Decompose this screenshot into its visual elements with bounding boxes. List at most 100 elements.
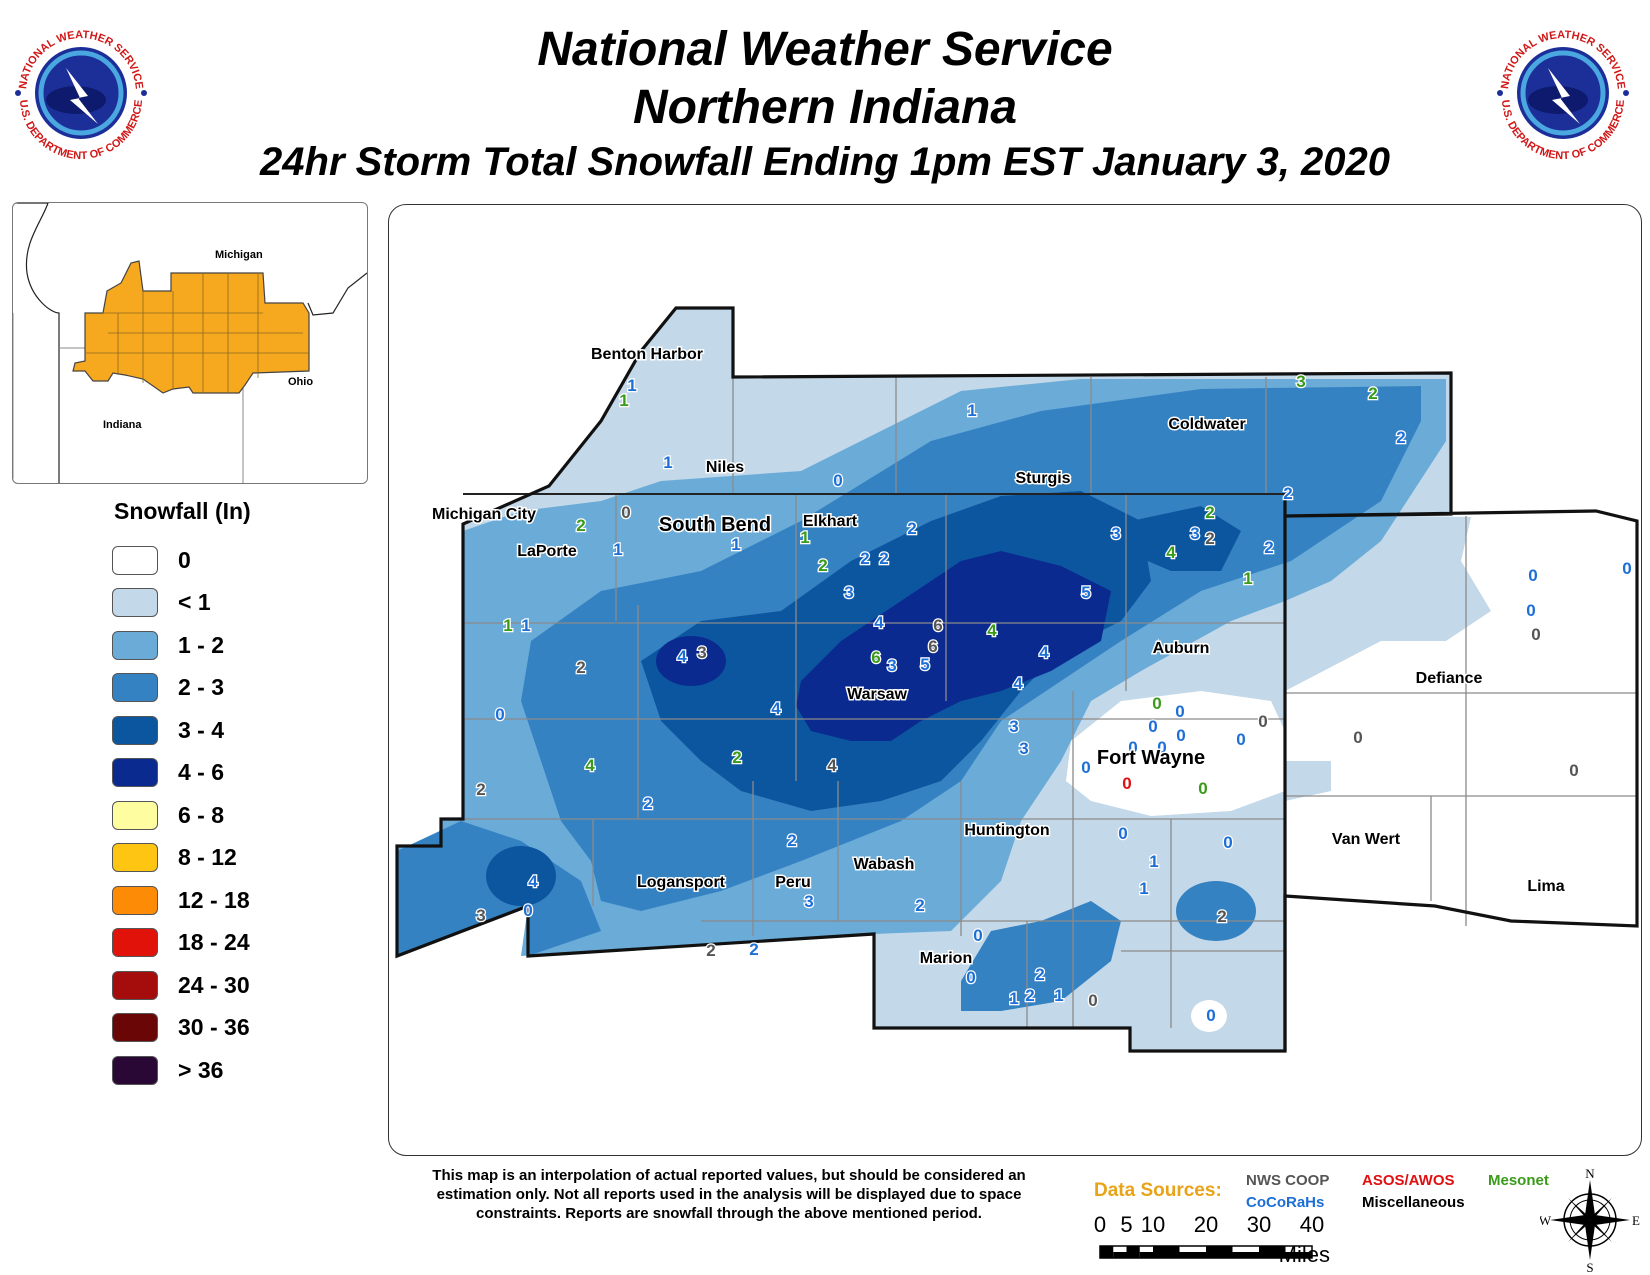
source-miscellaneous: Miscellaneous <box>1362 1194 1465 1211</box>
legend-label: > 36 <box>178 1056 224 1083</box>
legend-item: 4 - 6 <box>112 752 251 795</box>
region-zero-fort-wayne <box>1066 691 1285 816</box>
source-nws-coop: NWS COOP <box>1246 1172 1330 1189</box>
observation-value: 0 <box>621 503 630 522</box>
observation-value: 0 <box>1157 738 1166 757</box>
inset-label-michigan: Michigan <box>215 249 263 261</box>
legend-label: 24 - 30 <box>178 971 250 998</box>
legend-title: Snowfall (In) <box>114 498 251 524</box>
legend-swatch <box>112 715 158 745</box>
legend-item: 12 - 18 <box>112 879 251 922</box>
observation-value: 4 <box>585 756 595 775</box>
observation-value: 0 <box>1526 601 1535 620</box>
observation-value: 0 <box>833 471 842 490</box>
city-label: South Bend <box>659 514 771 536</box>
observation-value: 0 <box>1198 779 1207 798</box>
source-asos-awos: ASOS/AWOS <box>1362 1172 1455 1189</box>
observation-value: 3 <box>1019 739 1028 758</box>
observation-value: 2 <box>749 940 758 959</box>
nws-seal-right-icon: NATIONAL WEATHER SERVICE U.S. DEPARTMENT… <box>1491 21 1635 165</box>
city-label: Fort Wayne <box>1097 747 1205 769</box>
observation-value: 3 <box>1190 524 1199 543</box>
observation-value: 0 <box>1128 738 1137 757</box>
observation-value: 1 <box>627 376 636 395</box>
city-label: Wabash <box>854 856 915 873</box>
observation-value: 4 <box>677 647 687 666</box>
scale-tick: 0 <box>1094 1212 1106 1237</box>
city-label: Warsaw <box>847 686 907 703</box>
observation-value: 2 <box>1217 907 1226 926</box>
legend-label: 18 - 24 <box>178 929 250 956</box>
scale-tick: 10 <box>1141 1212 1165 1237</box>
source-cocorahs: CoCoRaHs <box>1246 1194 1325 1211</box>
observation-value: 4 <box>827 756 837 775</box>
region-3-4-southwest <box>486 846 556 906</box>
city-label: Sturgis <box>1015 470 1070 487</box>
svg-text:N: N <box>1585 1168 1595 1181</box>
observation-value: 4 <box>874 613 884 632</box>
observation-value: 2 <box>476 780 485 799</box>
legend-swatch <box>112 843 158 873</box>
observation-value: 0 <box>966 968 975 987</box>
city-label: Defiance <box>1416 670 1483 687</box>
snowfall-legend: Snowfall (In) 0 < 1 1 - 2 2 - 3 3 - 4 4 - 6 6 … <box>112 498 251 1092</box>
observation-value: 1 <box>1139 879 1148 898</box>
observation-value: 2 <box>732 748 741 767</box>
observation-value: 1 <box>1149 852 1158 871</box>
observation-value: 0 <box>1088 991 1097 1010</box>
observation-value: 2 <box>915 896 924 915</box>
observation-value: 0 <box>523 901 532 920</box>
observation-value: 2 <box>1205 503 1214 522</box>
scale-bar: 0 5 10 20 30 40 Miles <box>1094 1212 1330 1267</box>
observation-value: 2 <box>706 941 715 960</box>
observation-value: 0 <box>1081 758 1090 777</box>
region-4-6-west <box>656 636 726 686</box>
observation-value: 1 <box>1243 569 1252 588</box>
scale-unit: Miles <box>1279 1242 1330 1267</box>
scale-tick: 30 <box>1247 1212 1271 1237</box>
city-label: Marion <box>920 950 972 967</box>
observation-value: 4 <box>1013 674 1023 693</box>
observation-value: 0 <box>1528 566 1537 585</box>
observation-value: 1 <box>800 528 809 547</box>
legend-swatch <box>112 1055 158 1085</box>
legend-item: > 36 <box>112 1049 251 1092</box>
legend-label: 2 - 3 <box>178 674 225 701</box>
city-label: Auburn <box>1153 640 1210 657</box>
observation-value: 2 <box>1025 986 1034 1005</box>
legend-swatch <box>112 588 158 618</box>
legend-label: 4 - 6 <box>178 759 225 786</box>
observation-value: 0 <box>1258 712 1267 731</box>
observation-value: 2 <box>879 549 888 568</box>
city-label: Lima <box>1527 878 1564 895</box>
legend-item: 3 - 4 <box>112 709 251 752</box>
legend-swatch <box>112 885 158 915</box>
legend-label: 3 - 4 <box>178 716 225 743</box>
observation-value: 2 <box>1283 484 1292 503</box>
observation-value: 3 <box>1009 717 1018 736</box>
legend-label: < 1 <box>178 589 211 616</box>
title-line-3: 24hr Storm Total Snowfall Ending 1pm EST… <box>260 140 1390 184</box>
observation-value: 3 <box>844 583 853 602</box>
observation-value: 2 <box>1368 384 1377 403</box>
observation-value: 3 <box>1296 372 1305 391</box>
observation-value: 4 <box>1039 643 1049 662</box>
observation-value: 0 <box>1223 833 1232 852</box>
observation-value: 0 <box>1569 761 1578 780</box>
scale-tick: 20 <box>1194 1212 1218 1237</box>
observation-value: 0 <box>1175 702 1184 721</box>
city-label: Elkhart <box>803 513 858 530</box>
observation-value: 4 <box>1166 543 1176 562</box>
observation-value: 5 <box>920 655 929 674</box>
legend-item: 8 - 12 <box>112 837 251 880</box>
legend-label: 0 <box>178 546 191 573</box>
city-label: Niles <box>706 459 744 476</box>
legend-label: 6 - 8 <box>178 801 225 828</box>
region-zero-southeast <box>1191 1000 1227 1032</box>
disclaimer-text: This map is an interpolation of actual r… <box>432 1167 1026 1222</box>
legend-swatch <box>112 545 158 575</box>
region-2-3-marion <box>961 901 1121 1011</box>
inset-label-ohio: Ohio <box>288 376 313 388</box>
observation-value: 0 <box>1206 1006 1215 1025</box>
observation-value: 1 <box>663 453 672 472</box>
